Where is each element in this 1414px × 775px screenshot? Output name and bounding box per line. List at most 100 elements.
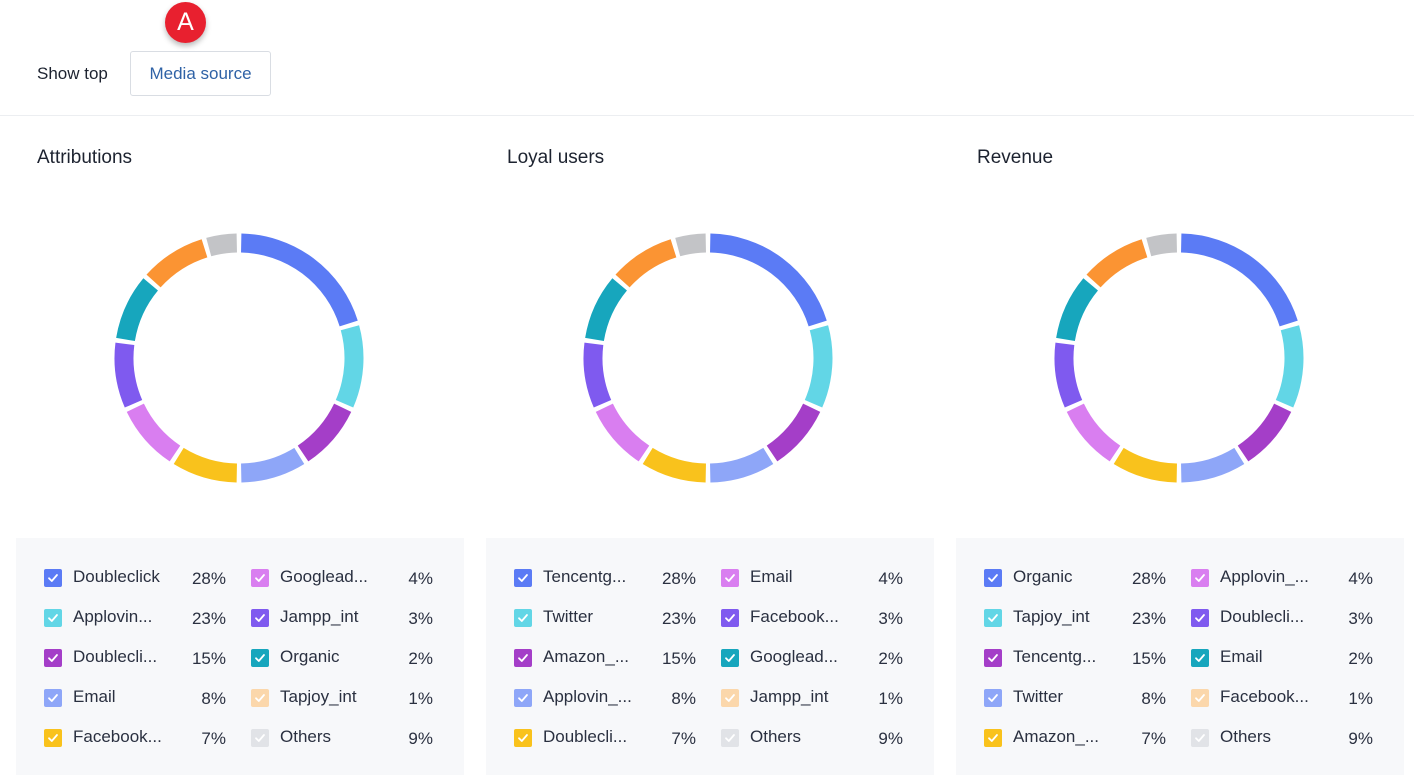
donut-segment-9[interactable]: [1086, 239, 1148, 288]
legend-checkbox[interactable]: [721, 569, 739, 587]
legend-checkbox[interactable]: [1191, 689, 1209, 707]
donut-segment-9[interactable]: [146, 239, 208, 288]
legend-item[interactable]: Doublecli... 3%: [1191, 606, 1373, 630]
legend-item[interactable]: Facebook... 1%: [1191, 686, 1373, 710]
donut-segment-8[interactable]: [585, 278, 628, 342]
legend-item[interactable]: Tencentg... 15%: [984, 646, 1166, 670]
legend-item-label: Doubleclick: [73, 567, 160, 586]
legend-item[interactable]: Jampp_int 3%: [251, 606, 433, 630]
donut-segment-7[interactable]: [114, 342, 143, 408]
legend-checkbox[interactable]: [44, 649, 62, 667]
legend-checkbox[interactable]: [1191, 569, 1209, 587]
legend-checkbox[interactable]: [984, 609, 1002, 627]
donut-segment-2[interactable]: [335, 325, 364, 408]
legend-checkbox[interactable]: [514, 649, 532, 667]
legend-checkbox[interactable]: [514, 569, 532, 587]
legend-item[interactable]: Twitter 8%: [984, 686, 1166, 710]
legend-checkbox[interactable]: [44, 569, 62, 587]
legend-item[interactable]: Organic 28%: [984, 566, 1166, 590]
donut-chart-attributions: [114, 233, 364, 483]
legend-item[interactable]: Applovin_... 8%: [514, 686, 696, 710]
legend-item-label: Jampp_int: [280, 607, 359, 626]
donut-segment-8[interactable]: [116, 278, 159, 342]
donut-segment-8[interactable]: [1056, 278, 1099, 342]
check-icon: [255, 734, 265, 742]
donut-segment-5[interactable]: [1113, 447, 1178, 483]
legend-item[interactable]: Jampp_int 1%: [721, 686, 903, 710]
legend-checkbox[interactable]: [984, 729, 1002, 747]
donut-segment-7[interactable]: [583, 342, 612, 408]
legend-item[interactable]: Organic 2%: [251, 646, 433, 670]
donut-segment-6[interactable]: [126, 403, 181, 462]
legend-item[interactable]: Doublecli... 15%: [44, 646, 226, 670]
donut-segment-5[interactable]: [173, 447, 238, 483]
donut-segment-3[interactable]: [297, 403, 352, 462]
donut-segment-1[interactable]: [240, 233, 358, 327]
legend-item[interactable]: Email 2%: [1191, 646, 1373, 670]
legend-checkbox[interactable]: [721, 609, 739, 627]
legend-item[interactable]: Doubleclick 28%: [44, 566, 226, 590]
legend-checkbox[interactable]: [251, 609, 269, 627]
legend-checkbox[interactable]: [514, 729, 532, 747]
legend-checkbox[interactable]: [721, 649, 739, 667]
legend-item[interactable]: Amazon_... 15%: [514, 646, 696, 670]
legend-item[interactable]: Others 9%: [251, 726, 433, 750]
legend-checkbox[interactable]: [514, 689, 532, 707]
legend-item[interactable]: Tapjoy_int 1%: [251, 686, 433, 710]
legend-checkbox[interactable]: [721, 689, 739, 707]
legend-checkbox[interactable]: [514, 609, 532, 627]
legend-item[interactable]: Twitter 23%: [514, 606, 696, 630]
legend-item[interactable]: Others 9%: [721, 726, 903, 750]
donut-segment-9[interactable]: [615, 239, 677, 288]
legend-checkbox[interactable]: [984, 649, 1002, 667]
check-icon: [518, 654, 528, 662]
legend-checkbox[interactable]: [251, 569, 269, 587]
legend-checkbox[interactable]: [721, 729, 739, 747]
donut-segment-4[interactable]: [709, 447, 774, 483]
check-icon: [1195, 574, 1205, 582]
legend-checkbox[interactable]: [984, 689, 1002, 707]
legend-item[interactable]: Tapjoy_int 23%: [984, 606, 1166, 630]
media-source-dropdown[interactable]: Media source: [130, 51, 271, 96]
donut-segment-10[interactable]: [206, 233, 238, 257]
donut-segment-1[interactable]: [709, 233, 827, 327]
donut-segment-7[interactable]: [1054, 342, 1083, 408]
legend-item[interactable]: Email 8%: [44, 686, 226, 710]
legend-checkbox[interactable]: [44, 689, 62, 707]
donut-chart-revenue: [1054, 233, 1304, 483]
legend-item[interactable]: Others 9%: [1191, 726, 1373, 750]
legend-item[interactable]: Applovin... 23%: [44, 606, 226, 630]
legend-checkbox[interactable]: [251, 729, 269, 747]
donut-segment-5[interactable]: [642, 447, 707, 483]
legend-item[interactable]: Email 4%: [721, 566, 903, 590]
donut-segment-4[interactable]: [1180, 447, 1245, 483]
legend-item[interactable]: Doublecli... 7%: [514, 726, 696, 750]
donut-segment-6[interactable]: [595, 403, 650, 462]
donut-segment-4[interactable]: [240, 447, 305, 483]
donut-segment-10[interactable]: [1146, 233, 1178, 257]
donut-segment-2[interactable]: [804, 325, 833, 408]
legend-item-label: Amazon_...: [543, 647, 629, 666]
legend-checkbox[interactable]: [1191, 609, 1209, 627]
donut-segment-3[interactable]: [766, 403, 821, 462]
legend-checkbox[interactable]: [251, 689, 269, 707]
legend-item[interactable]: Facebook... 7%: [44, 726, 226, 750]
legend-checkbox[interactable]: [44, 729, 62, 747]
donut-segment-10[interactable]: [675, 233, 707, 257]
legend-checkbox[interactable]: [1191, 649, 1209, 667]
legend-checkbox[interactable]: [251, 649, 269, 667]
legend-item[interactable]: Googlead... 4%: [251, 566, 433, 590]
legend-item[interactable]: Googlead... 2%: [721, 646, 903, 670]
legend-item[interactable]: Applovin_... 4%: [1191, 566, 1373, 590]
donut-segment-3[interactable]: [1237, 403, 1292, 462]
donut-segment-6[interactable]: [1066, 403, 1121, 462]
legend-item[interactable]: Amazon_... 7%: [984, 726, 1166, 750]
legend-item-percent: 4%: [878, 569, 903, 588]
donut-segment-1[interactable]: [1180, 233, 1298, 327]
legend-checkbox[interactable]: [1191, 729, 1209, 747]
donut-segment-2[interactable]: [1275, 325, 1304, 408]
legend-item[interactable]: Tencentg... 28%: [514, 566, 696, 590]
legend-checkbox[interactable]: [44, 609, 62, 627]
legend-item[interactable]: Facebook... 3%: [721, 606, 903, 630]
legend-checkbox[interactable]: [984, 569, 1002, 587]
